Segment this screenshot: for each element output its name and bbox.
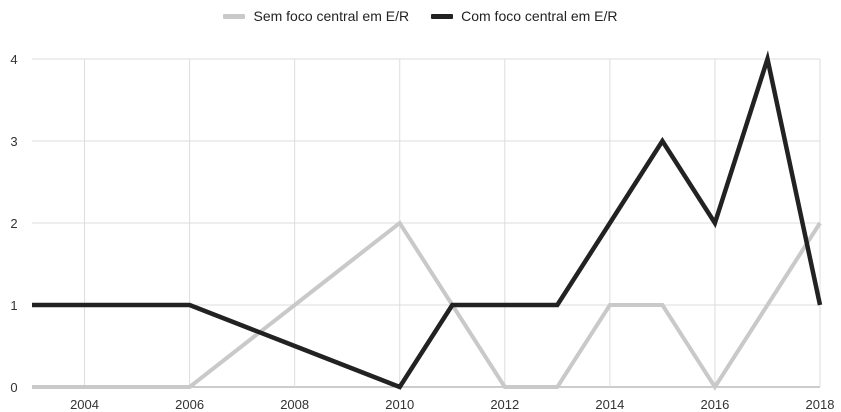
legend: Sem foco central em E/R Com foco central… (0, 8, 841, 24)
x-tick-label-2012: 2012 (490, 397, 519, 412)
legend-swatch-sem-foco (223, 13, 246, 19)
legend-label-sem-foco: Sem foco central em E/R (253, 8, 410, 24)
y-tick-label-1: 1 (10, 298, 17, 313)
y-tick-label-4: 4 (10, 52, 17, 67)
x-tick-label-2010: 2010 (385, 397, 414, 412)
y-tick-label-2: 2 (10, 216, 17, 231)
legend-item-sem-foco: Sem foco central em E/R (223, 8, 409, 24)
x-tick-label-2014: 2014 (595, 397, 624, 412)
legend-swatch-com-foco (431, 13, 454, 19)
series-line-com-foco (32, 50, 823, 390)
x-tick-label-2006: 2006 (175, 397, 204, 412)
y-tick-label-3: 3 (10, 134, 17, 149)
series-line-sem-foco (32, 220, 822, 391)
x-tick-label-2004: 2004 (70, 397, 99, 412)
legend-label-com-foco: Com foco central em E/R (461, 8, 618, 24)
x-tick-label-2018: 2018 (806, 397, 835, 412)
x-tick-label-2008: 2008 (280, 397, 309, 412)
y-tick-label-0: 0 (10, 380, 17, 395)
x-tick-label-2016: 2016 (700, 397, 729, 412)
legend-item-com-foco: Com foco central em E/R (431, 8, 618, 24)
